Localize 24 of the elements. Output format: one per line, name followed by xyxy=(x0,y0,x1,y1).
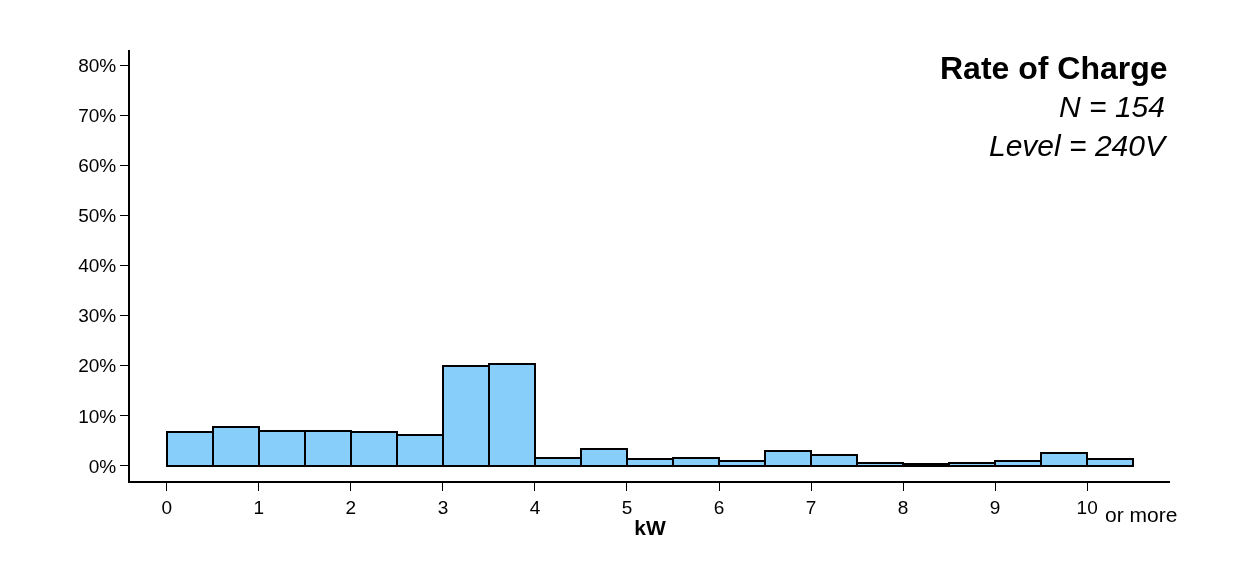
x-tick-label: 1 xyxy=(253,496,265,518)
x-axis-title: kW xyxy=(634,516,666,540)
text: N = 154 Level = 240V xyxy=(989,90,1168,162)
y-tick-label: 30% xyxy=(78,305,117,327)
x-tick-label: 2 xyxy=(345,496,357,518)
x-tick-label: 6 xyxy=(713,496,725,518)
x-tick-label: 4 xyxy=(529,496,541,518)
y-tick-label: 50% xyxy=(78,205,117,227)
x-tick-label: 5 xyxy=(621,496,633,518)
y-tick-label: 10% xyxy=(78,405,117,427)
y-tick-label: 80% xyxy=(78,54,117,76)
x-tick-label: 0 xyxy=(161,496,173,518)
x-tick-label: 7 xyxy=(805,496,817,518)
chart-title: Rate of Charge xyxy=(940,50,1168,86)
x-tick-label: 3 xyxy=(437,496,449,518)
x-tick-label: 8 xyxy=(897,496,909,518)
y-tick-label: 60% xyxy=(78,154,117,176)
y-tick-label: 70% xyxy=(78,104,117,126)
text: or more xyxy=(1105,503,1178,526)
x-tick-label: 9 xyxy=(989,496,1001,518)
y-tick-label: 40% xyxy=(78,255,117,277)
y-tick-label: 0% xyxy=(88,455,117,477)
y-tick-label: 20% xyxy=(78,355,117,377)
x-tick-label: 10 xyxy=(1076,496,1098,518)
